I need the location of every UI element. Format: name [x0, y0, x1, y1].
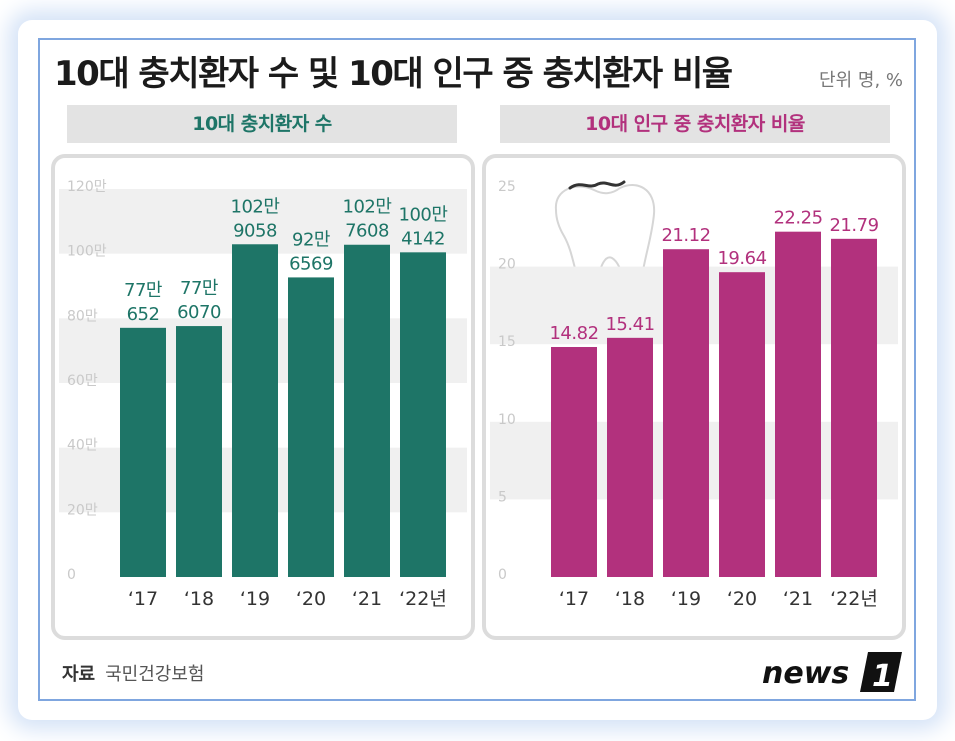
ratio-value-label: 19.64 — [717, 248, 766, 269]
count-value-label: 100만 — [399, 204, 448, 225]
ratio-x-tick-label: ‘21 — [783, 588, 813, 610]
ratio-x-tick-label: ‘19 — [671, 588, 701, 610]
count-x-tick-label: ‘21 — [352, 588, 382, 610]
ratio-y-tick-label: 5 — [498, 489, 507, 505]
count-value-label: 102만 — [231, 196, 280, 217]
count-value-label: 77만 — [124, 280, 162, 301]
count-x-tick-label: ‘19 — [240, 588, 270, 610]
count-value-label: 7608 — [345, 221, 389, 242]
count-value-label: 92만 — [292, 229, 330, 250]
left-chart-title: 10대 충치환자 수 — [67, 105, 457, 143]
right-chart-panel: 0 5 10 15 20 25 14.82 ‘17 15.41 ‘18 21.12 ‘19 19.64 ‘… — [482, 154, 906, 640]
ratio-bar — [831, 238, 877, 577]
ratio-value-label: 22.25 — [773, 208, 822, 229]
ratio-bar — [719, 272, 765, 577]
ratio-bar — [663, 249, 709, 577]
ratio-y-tick-label: 0 — [498, 567, 507, 583]
count-y-tick-label: 120만 — [67, 179, 107, 195]
ratio-bar — [775, 231, 821, 577]
count-value-label: 9058 — [233, 220, 277, 241]
ratio-value-label: 21.79 — [829, 215, 878, 236]
count-value-label: 102만 — [343, 197, 392, 218]
logo-text: news — [762, 656, 849, 691]
logo-mark: 1 — [860, 652, 902, 694]
ratio-x-tick-label: ‘18 — [615, 588, 645, 610]
left-chart-panel: 0 20만 40만 60만 80만 100만 120만 77만 652 ‘17 77만 6070 ‘18… — [51, 154, 475, 640]
ratio-value-label: 15.41 — [605, 314, 654, 335]
count-y-tick-label: 40만 — [67, 438, 98, 454]
right-chart-title: 10대 인구 중 충치환자 비율 — [500, 105, 890, 143]
count-bar — [176, 326, 222, 577]
ratio-y-tick-label: 10 — [498, 412, 516, 428]
count-x-tick-label: ‘20 — [296, 588, 326, 610]
count-value-label: 77만 — [180, 278, 218, 299]
ratio-x-tick-label: ‘22년 — [830, 588, 878, 610]
ratio-y-tick-label: 25 — [498, 179, 516, 195]
count-value-label: 6070 — [177, 302, 221, 323]
ratio-x-tick-label: ‘20 — [727, 588, 757, 610]
count-bar — [288, 277, 334, 577]
ratio-bar — [607, 337, 653, 577]
source-name: 국민건강보험 — [105, 664, 205, 685]
ratio-y-tick-label: 15 — [498, 334, 516, 350]
count-value-label: 6569 — [289, 253, 333, 274]
count-value-label: 652 — [127, 304, 160, 325]
count-x-tick-label: ‘18 — [184, 588, 214, 610]
count-y-tick-label: 60만 — [67, 373, 98, 389]
unit-note: 단위 명, % — [819, 70, 903, 91]
patient-ratio-chart: 0 5 10 15 20 25 14.82 ‘17 15.41 ‘18 21.12 ‘19 19.64 ‘… — [490, 179, 898, 610]
news1-logo: news 1 — [762, 652, 902, 694]
ratio-x-tick-label: ‘17 — [559, 588, 589, 610]
count-grid-band — [59, 189, 467, 254]
count-bar — [400, 252, 446, 577]
count-x-tick-label: ‘17 — [128, 588, 158, 610]
count-x-tick-label: ‘22년 — [399, 588, 447, 610]
count-bar — [120, 327, 166, 577]
ratio-y-tick-label: 20 — [498, 257, 516, 273]
count-y-tick-label: 20만 — [67, 502, 98, 518]
ratio-bar — [551, 346, 597, 577]
count-bar — [344, 244, 390, 577]
patient-count-chart: 0 20만 40만 60만 80만 100만 120만 77만 652 ‘17 77만 6070 ‘18… — [59, 179, 467, 610]
count-value-label: 4142 — [401, 228, 445, 249]
count-y-tick-label: 80만 — [67, 308, 98, 324]
count-y-tick-label: 100만 — [67, 244, 107, 260]
ratio-value-label: 14.82 — [549, 323, 598, 344]
count-y-tick-label: 0 — [67, 567, 76, 583]
page-title: 10대 충치환자 수 및 10대 인구 중 충치환자 비율 — [54, 54, 733, 94]
source-note: 자료 국민건강보험 — [62, 660, 204, 686]
logo-mark-text: 1 — [872, 659, 893, 694]
count-bar — [232, 244, 278, 577]
ratio-value-label: 21.12 — [661, 225, 710, 246]
source-label: 자료 — [62, 664, 96, 685]
